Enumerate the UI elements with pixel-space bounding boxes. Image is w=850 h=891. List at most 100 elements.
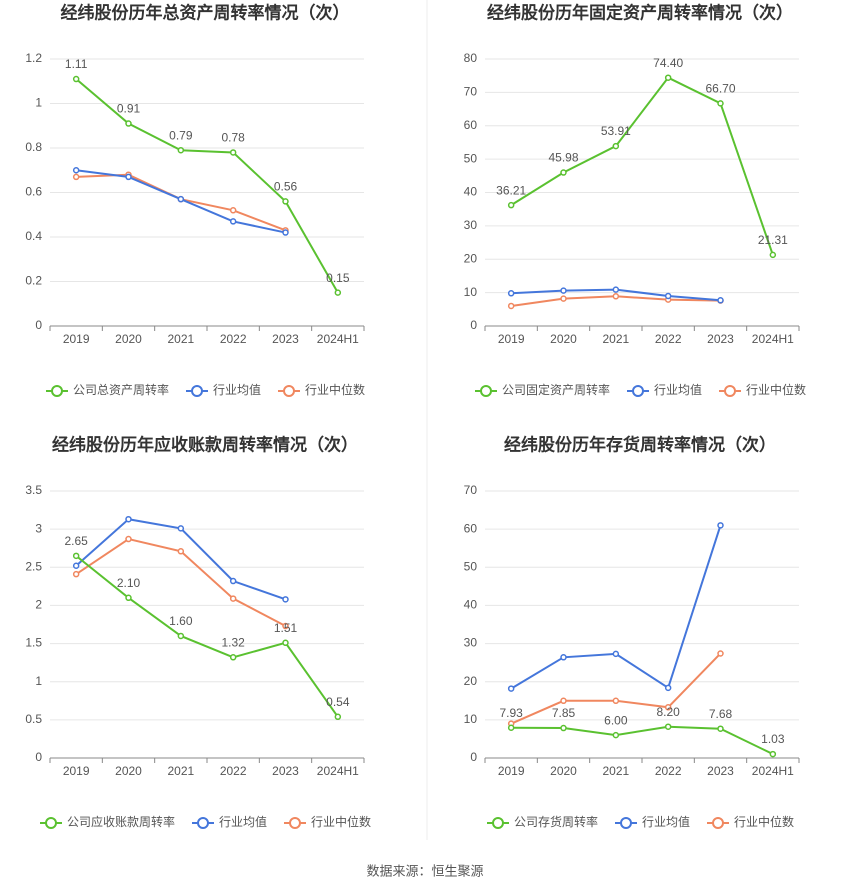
data-point (125, 594, 132, 602)
data-label: 7.68 (709, 707, 733, 721)
data-point (125, 515, 132, 523)
x-tick-label: 2019 (63, 332, 90, 346)
data-point (507, 724, 515, 732)
legend-item: 行业均值 (186, 382, 261, 397)
y-tick-label: 10 (464, 285, 478, 299)
legend-item: 行业均值 (615, 814, 690, 829)
y-tick-label: 60 (464, 118, 478, 132)
x-tick-label: 2023 (707, 332, 734, 346)
chart: 经纬股份历年存货周转率情况（次） 0 10 20 30 40 50 60 70 2019 2020 2… (464, 434, 800, 829)
series-line (75, 78, 339, 294)
y-tick-label: 50 (464, 151, 478, 165)
data-point (334, 289, 342, 296)
y-tick-label: 20 (464, 251, 478, 265)
legend-label: 行业均值 (213, 382, 261, 397)
x-tick-label: 2021 (602, 332, 629, 346)
data-point (507, 290, 515, 297)
data-point (507, 201, 515, 209)
legend-label: 行业中位数 (311, 814, 371, 829)
data-label: 0.79 (169, 128, 193, 142)
y-tick-label: 30 (464, 636, 478, 650)
data-point (282, 622, 289, 630)
data-point (72, 570, 80, 578)
data-point (560, 287, 567, 294)
y-tick-label: 0.8 (25, 140, 42, 154)
data-point (125, 120, 132, 127)
source: 数据来源：恒生聚源 (366, 863, 483, 878)
legend-item: 行业中位数 (707, 814, 794, 829)
data-point (769, 750, 777, 758)
y-tick-label: 50 (464, 559, 478, 573)
legend-label: 公司应收账款周转率 (67, 814, 175, 829)
data-label: 0.54 (326, 695, 350, 709)
data-label: 36.21 (496, 183, 526, 197)
y-tick-label: 1 (35, 96, 42, 110)
x-tick-label: 2021 (167, 764, 194, 778)
legend-item: 公司固定资产周转率 (475, 382, 610, 397)
legend-item: 公司应收账款周转率 (40, 814, 175, 829)
data-point (664, 292, 672, 300)
data-point (125, 535, 132, 543)
series-line (511, 725, 774, 755)
y-tick-label: 1 (35, 674, 42, 688)
data-point (177, 548, 185, 555)
data-point (282, 198, 289, 205)
legend-marker (51, 385, 63, 397)
data-point (717, 297, 724, 304)
data-point (612, 731, 620, 739)
legend-item: 行业均值 (627, 382, 702, 397)
legend-marker (289, 817, 301, 829)
x-tick-label: 2019 (498, 332, 525, 346)
data-label: 6.00 (604, 713, 628, 727)
data-point (72, 552, 80, 560)
legend-item: 行业均值 (192, 814, 267, 829)
x-tick-label: 2021 (167, 332, 194, 346)
series-line (75, 555, 339, 718)
data-point (282, 639, 289, 647)
data-point (612, 650, 620, 658)
data-label: 1.32 (221, 635, 245, 649)
data-point (664, 704, 672, 711)
data-point (664, 723, 672, 730)
legend-marker (492, 817, 504, 829)
data-point (229, 577, 237, 585)
legend-item: 行业中位数 (278, 382, 365, 397)
data-label: 21.31 (758, 233, 788, 247)
data-point (612, 286, 620, 293)
data-point (717, 100, 724, 107)
data-label: 1.51 (274, 621, 298, 635)
x-tick-label: 2023 (272, 332, 299, 346)
legend-marker (724, 385, 736, 397)
data-point (177, 146, 185, 154)
data-label: 66.70 (705, 82, 735, 96)
legend-item: 行业中位数 (284, 814, 371, 829)
data-point (612, 697, 620, 705)
legend-marker (45, 817, 57, 829)
legend-item: 公司总资产周转率 (46, 382, 169, 397)
legend-label: 公司存货周转率 (514, 814, 598, 829)
data-label: 1.60 (169, 614, 193, 628)
data-point (229, 218, 237, 225)
data-label: 2.65 (64, 534, 88, 548)
data-point (334, 713, 342, 721)
chart: 经纬股份历年应收账款周转率情况（次） 0 0.5 1 1.5 2 2.5 3 3.5 2019 20… (25, 434, 371, 829)
y-tick-label: 30 (464, 218, 478, 232)
data-point (717, 650, 724, 657)
y-tick-label: 2 (35, 598, 42, 612)
data-point (612, 293, 620, 300)
data-label: 1.11 (65, 57, 88, 71)
y-tick-label: 2.5 (25, 559, 42, 573)
data-point (72, 562, 80, 570)
legend-label: 行业均值 (654, 382, 702, 397)
legend-marker (480, 385, 492, 397)
y-tick-label: 80 (464, 51, 478, 65)
x-tick-label: 2023 (707, 764, 734, 778)
data-label: 0.56 (274, 180, 298, 194)
x-tick-label: 2020 (550, 332, 577, 346)
y-tick-label: 1.2 (25, 51, 42, 65)
chart-title: 经纬股份历年总资产周转率情况（次） (61, 2, 350, 22)
data-label: 74.40 (653, 56, 683, 70)
x-tick-label: 2020 (115, 332, 142, 346)
data-point (507, 302, 515, 310)
